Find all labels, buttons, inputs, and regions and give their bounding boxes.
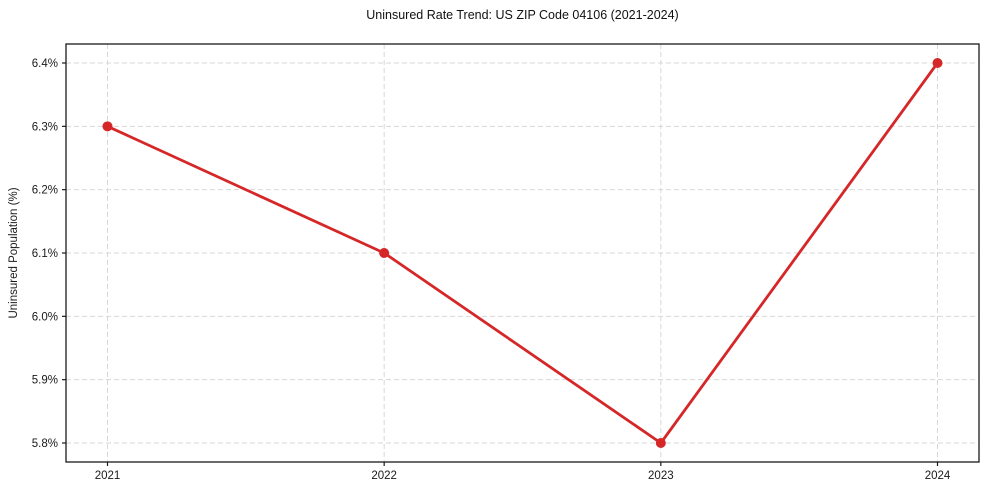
data-point xyxy=(379,248,390,258)
x-tick-label: 2021 xyxy=(95,470,121,482)
data-point xyxy=(932,58,943,68)
plot-border xyxy=(65,43,980,463)
x-tick-label: 2022 xyxy=(371,470,397,482)
y-tick-label: 6.0% xyxy=(32,311,58,323)
y-tick-label: 6.3% xyxy=(32,121,58,133)
y-tick-label: 5.9% xyxy=(32,375,58,387)
y-tick-label: 6.1% xyxy=(32,248,58,260)
y-tick-label: 6.4% xyxy=(32,58,58,70)
data-point xyxy=(102,121,113,132)
data-point xyxy=(655,438,666,448)
y-tick-label: 5.8% xyxy=(32,438,58,450)
y-tick-label: 6.2% xyxy=(32,185,58,197)
x-tick-label: 2024 xyxy=(925,470,951,482)
x-tick-label: 2023 xyxy=(648,470,674,482)
data-line xyxy=(106,61,939,445)
chart-title: Uninsured Rate Trend: US ZIP Code 04106 … xyxy=(366,8,679,22)
